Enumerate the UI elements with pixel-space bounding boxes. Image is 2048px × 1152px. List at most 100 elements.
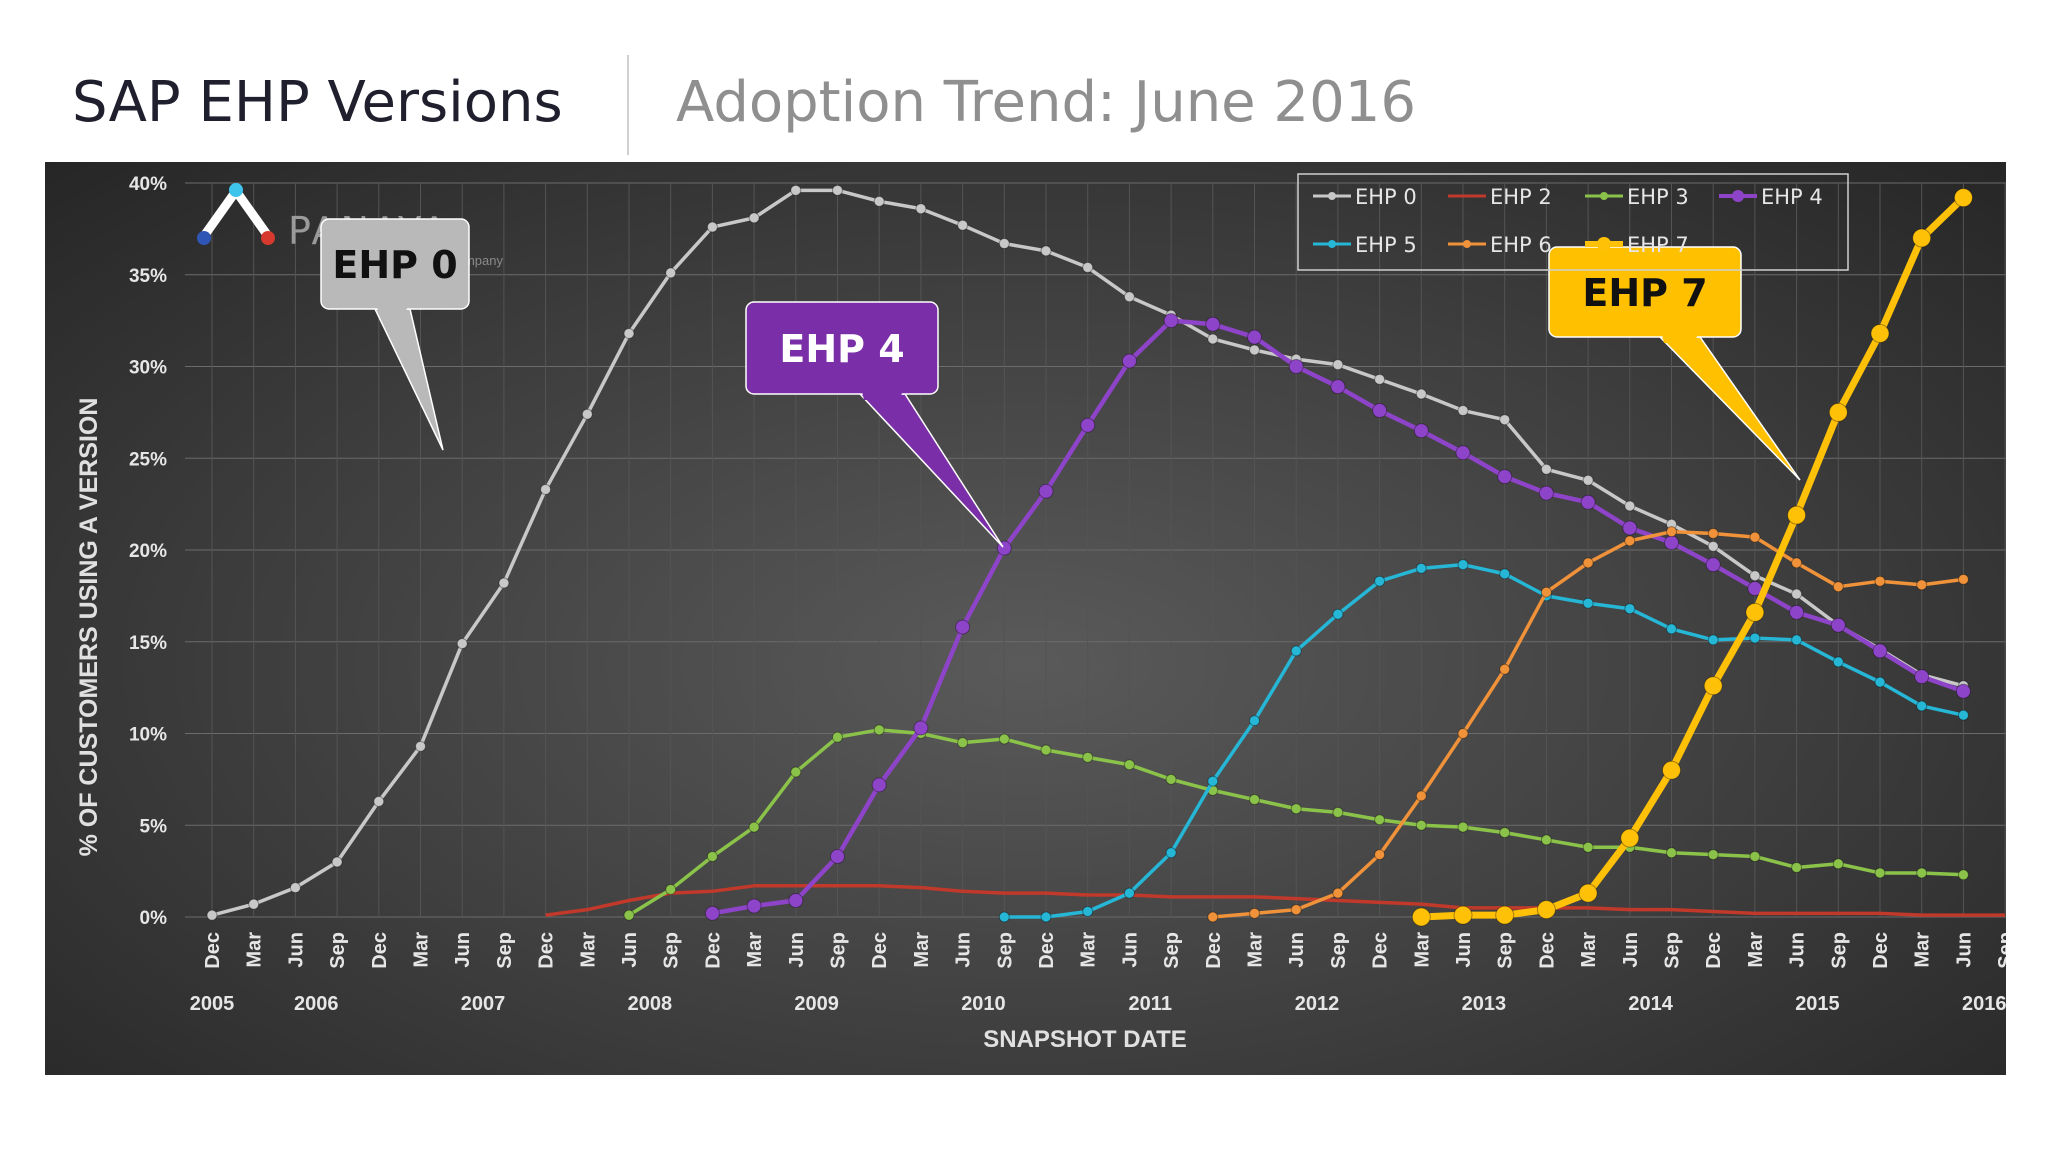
slide-title: SAP EHP Versions [72, 70, 563, 135]
y-tick-label: 30% [129, 358, 167, 379]
data-point [1540, 834, 1552, 846]
data-point [1038, 483, 1054, 499]
x-tick-label: Sep [1662, 932, 1684, 969]
legend-item-ehp-4: EHP 4 [1719, 185, 1823, 209]
data-point [1163, 313, 1179, 329]
legend-item-ehp-5: EHP 5 [1313, 233, 1417, 257]
data-point [1874, 575, 1886, 587]
data-point [873, 195, 885, 207]
x-tick-label: Sep [828, 932, 850, 969]
data-point [1207, 911, 1219, 923]
legend-label: EHP 4 [1761, 185, 1823, 209]
data-point [1624, 500, 1636, 512]
legend-item-ehp-7: EHP 7 [1585, 233, 1689, 257]
data-point [1080, 417, 1096, 433]
callout-ehp-0: EHP 0 [320, 218, 470, 451]
y-tick-label: 10% [129, 725, 167, 746]
data-point [1040, 744, 1052, 756]
data-point [706, 221, 718, 233]
data-point [1165, 847, 1177, 859]
data-point [1828, 402, 1848, 422]
data-point [1121, 353, 1137, 369]
data-point [1495, 905, 1515, 925]
data-point [1290, 645, 1302, 657]
series-ehp-0 [206, 184, 1969, 921]
x-tick-label: Dec [369, 932, 391, 969]
x-tick-label: Mar [744, 932, 766, 968]
data-point [1499, 414, 1511, 426]
legend-marker [1732, 190, 1744, 202]
data-point [373, 795, 385, 807]
year-label: 2011 [1129, 993, 1172, 1015]
data-point [415, 740, 426, 752]
data-point [1415, 562, 1427, 574]
year-label: 2013 [1462, 993, 1507, 1015]
x-tick-label: Dec [1536, 932, 1558, 969]
panaya-mark-icon [197, 183, 275, 245]
data-point [790, 184, 802, 196]
x-tick-label: Dec [702, 932, 724, 969]
data-point [1411, 907, 1431, 927]
data-point [1791, 588, 1803, 600]
legend-item-ehp-0: EHP 0 [1313, 185, 1417, 209]
y-tick-label: 35% [129, 266, 167, 287]
y-tick-label: 0% [140, 908, 168, 929]
data-point [1290, 803, 1302, 815]
data-point [1290, 904, 1302, 916]
y-tick-label: 25% [129, 449, 167, 470]
y-tick-label: 5% [140, 816, 168, 837]
data-point [1749, 850, 1761, 862]
data-point [1415, 388, 1427, 400]
x-tick-label: Dec [536, 932, 558, 969]
x-tick-labels: Dec Mar Jun Sep Dec Mar Jun Sep Dec Mar Jun Sep Dec M… [202, 932, 2006, 969]
legend-label: EHP 6 [1490, 233, 1552, 257]
chart-legend: EHP 0 EHP 2 EHP 3 EHP 4 EHP 5 EHP 6 EHP 7 [1297, 173, 1849, 271]
data-point [498, 577, 510, 589]
data-point [1666, 847, 1677, 859]
data-point [1666, 623, 1677, 635]
data-point [1749, 632, 1761, 644]
legend-label: EHP 3 [1627, 185, 1689, 209]
y-tick-label: 15% [129, 633, 167, 654]
data-point [1955, 683, 1971, 699]
x-tick-label: Dec [869, 932, 891, 969]
data-point [1789, 604, 1805, 620]
x-tick-label: Mar [1078, 932, 1100, 968]
callout-ehp-4: EHP 4 [745, 301, 1004, 548]
data-point [540, 483, 552, 495]
year-label: 2010 [961, 993, 1006, 1015]
data-point [1499, 568, 1511, 580]
legend-label: EHP 5 [1355, 233, 1417, 257]
x-tick-label: Mar [1245, 932, 1267, 968]
data-point [1707, 634, 1719, 646]
legend-label: EHP 2 [1490, 185, 1552, 209]
data-point [1582, 841, 1594, 853]
series-ehp-6 [1207, 526, 1969, 923]
data-point [1916, 700, 1928, 712]
x-tick-label: Jun [1953, 932, 1975, 968]
data-point [1745, 602, 1765, 622]
data-point [1662, 760, 1681, 780]
data-point [1332, 359, 1344, 371]
data-point [1624, 603, 1636, 615]
slide-footer-band [0, 1075, 2048, 1152]
data-point [746, 898, 762, 914]
data-point [998, 238, 1010, 250]
x-tick-label: Jun [452, 932, 474, 968]
data-point [1582, 597, 1594, 609]
data-point [1499, 663, 1511, 675]
legend-item-ehp-2: EHP 2 [1448, 185, 1552, 209]
data-point [1787, 505, 1807, 525]
callout-label: EHP 0 [332, 243, 457, 287]
data-point [1040, 245, 1052, 257]
y-tick-labels: 0% 5% 10% 15% 20% 25% 30% 35% 40% [129, 174, 167, 929]
data-point [206, 909, 218, 921]
data-point [1749, 531, 1761, 543]
data-point [915, 203, 927, 215]
series-ehp-5 [998, 559, 1969, 923]
data-point [1624, 535, 1636, 547]
year-label: 2009 [794, 993, 839, 1015]
data-point [1957, 573, 1969, 585]
data-point [1165, 773, 1177, 785]
data-point [788, 892, 804, 908]
